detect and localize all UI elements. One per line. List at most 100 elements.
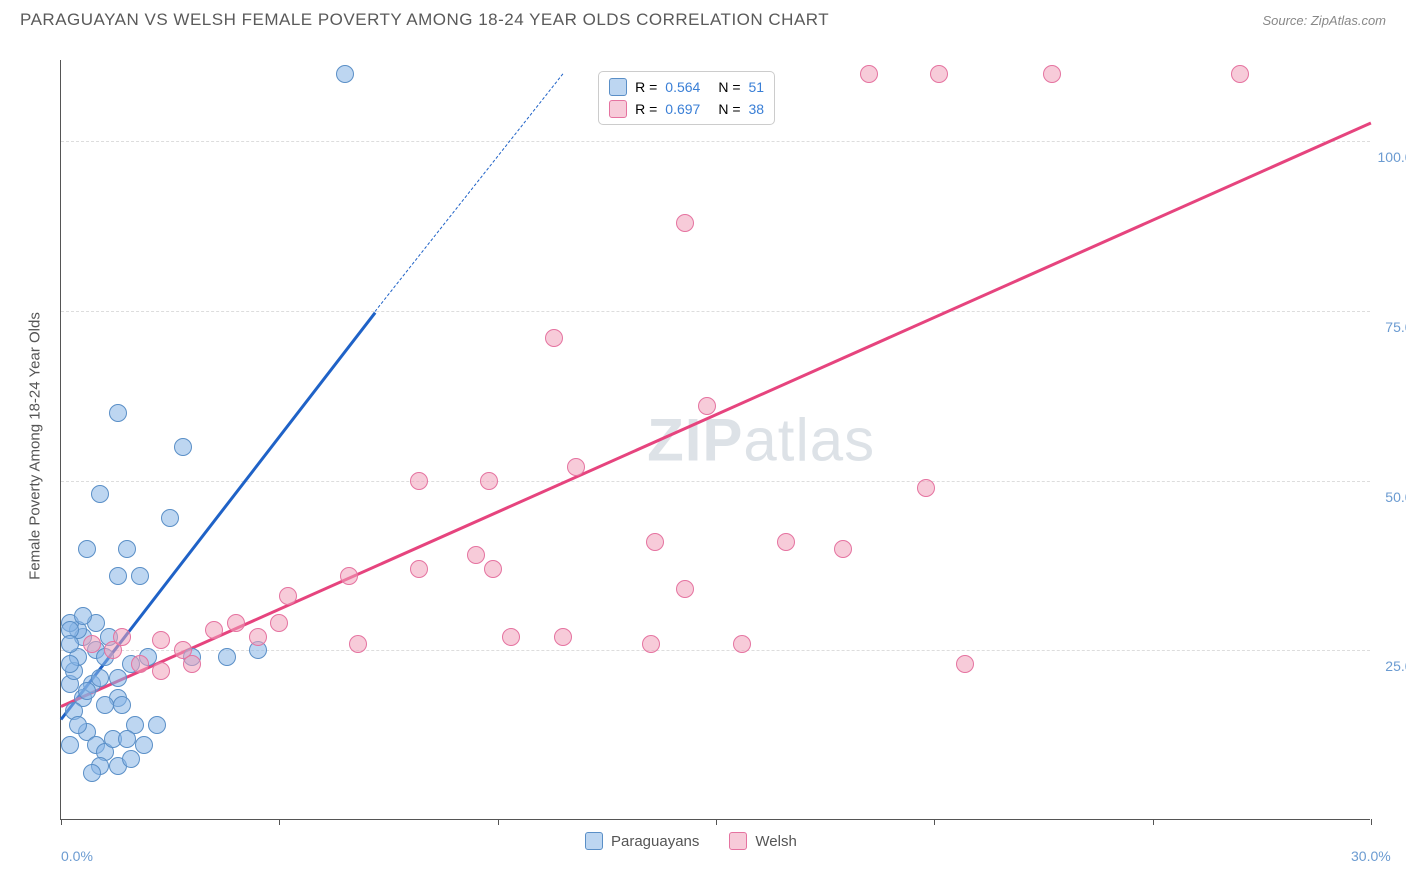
legend-r-label: R = xyxy=(635,76,657,98)
legend-swatch xyxy=(609,100,627,118)
data-point xyxy=(410,560,428,578)
x-tick xyxy=(1371,819,1372,825)
watermark-suffix: atlas xyxy=(743,406,875,473)
data-point xyxy=(646,533,664,551)
y-tick-label: 25.0% xyxy=(1385,658,1406,674)
data-point xyxy=(698,397,716,415)
data-point xyxy=(502,628,520,646)
chart-source: Source: ZipAtlas.com xyxy=(1262,13,1386,28)
stats-legend-row: R = 0.564 N = 51 xyxy=(609,76,764,98)
data-point xyxy=(205,621,223,639)
data-point xyxy=(642,635,660,653)
x-tick xyxy=(934,819,935,825)
legend-n-value: 51 xyxy=(749,76,765,98)
data-point xyxy=(340,567,358,585)
data-point xyxy=(676,214,694,232)
data-point xyxy=(545,329,563,347)
data-point xyxy=(1231,65,1249,83)
data-point xyxy=(270,614,288,632)
legend-n-label: N = xyxy=(718,76,740,98)
data-point xyxy=(109,404,127,422)
legend-swatch xyxy=(609,78,627,96)
trend-line xyxy=(60,121,1371,707)
x-tick-label: 30.0% xyxy=(1351,848,1391,864)
stats-legend: R = 0.564 N = 51 R = 0.697 N = 38 xyxy=(598,71,775,126)
x-tick xyxy=(498,819,499,825)
data-point xyxy=(917,479,935,497)
legend-n-value: 38 xyxy=(749,98,765,120)
x-tick xyxy=(61,819,62,825)
x-tick xyxy=(279,819,280,825)
chart-header: PARAGUAYAN VS WELSH FEMALE POVERTY AMONG… xyxy=(0,0,1406,35)
data-point xyxy=(930,65,948,83)
gridline xyxy=(61,311,1370,312)
legend-n-label: N = xyxy=(718,98,740,120)
series-legend-item: Welsh xyxy=(729,832,796,850)
data-point xyxy=(567,458,585,476)
data-point xyxy=(74,607,92,625)
data-point xyxy=(135,736,153,754)
data-point xyxy=(109,567,127,585)
y-tick-label: 75.0% xyxy=(1385,319,1406,335)
data-point xyxy=(118,540,136,558)
legend-swatch xyxy=(729,832,747,850)
data-point xyxy=(152,662,170,680)
data-point xyxy=(1043,65,1061,83)
data-point xyxy=(148,716,166,734)
data-point xyxy=(152,631,170,649)
y-tick-label: 100.0% xyxy=(1378,149,1406,165)
data-point xyxy=(78,540,96,558)
data-point xyxy=(69,716,87,734)
y-tick-label: 50.0% xyxy=(1385,489,1406,505)
x-tick xyxy=(716,819,717,825)
watermark: ZIPatlas xyxy=(647,405,875,474)
scatter-chart: ZIPatlas 25.0%50.0%75.0%100.0%0.0%30.0%R… xyxy=(60,60,1370,820)
data-point xyxy=(410,472,428,490)
x-tick xyxy=(1153,819,1154,825)
data-point xyxy=(349,635,367,653)
data-point xyxy=(956,655,974,673)
data-point xyxy=(218,648,236,666)
data-point xyxy=(96,696,114,714)
data-point xyxy=(676,580,694,598)
chart-title: PARAGUAYAN VS WELSH FEMALE POVERTY AMONG… xyxy=(20,10,829,30)
data-point xyxy=(131,567,149,585)
data-point xyxy=(91,485,109,503)
data-point xyxy=(113,628,131,646)
data-point xyxy=(161,509,179,527)
data-point xyxy=(249,628,267,646)
data-point xyxy=(109,669,127,687)
data-point xyxy=(61,736,79,754)
data-point xyxy=(83,764,101,782)
data-point xyxy=(61,655,79,673)
data-point xyxy=(336,65,354,83)
data-point xyxy=(174,438,192,456)
data-point xyxy=(554,628,572,646)
legend-swatch xyxy=(585,832,603,850)
legend-r-value: 0.564 xyxy=(665,76,700,98)
gridline xyxy=(61,481,1370,482)
data-point xyxy=(122,750,140,768)
data-point xyxy=(860,65,878,83)
data-point xyxy=(78,682,96,700)
data-point xyxy=(113,696,131,714)
data-point xyxy=(131,655,149,673)
data-point xyxy=(183,655,201,673)
data-point xyxy=(83,635,101,653)
data-point xyxy=(227,614,245,632)
legend-r-label: R = xyxy=(635,98,657,120)
data-point xyxy=(480,472,498,490)
data-point xyxy=(834,540,852,558)
data-point xyxy=(91,669,109,687)
stats-legend-row: R = 0.697 N = 38 xyxy=(609,98,764,120)
x-tick-label: 0.0% xyxy=(61,848,93,864)
series-legend-label: Paraguayans xyxy=(611,833,699,850)
legend-r-value: 0.697 xyxy=(665,98,700,120)
trend-line xyxy=(375,74,564,312)
series-legend-item: Paraguayans xyxy=(585,832,699,850)
data-point xyxy=(733,635,751,653)
gridline xyxy=(61,141,1370,142)
data-point xyxy=(467,546,485,564)
data-point xyxy=(279,587,297,605)
series-legend: Paraguayans Welsh xyxy=(585,832,797,850)
